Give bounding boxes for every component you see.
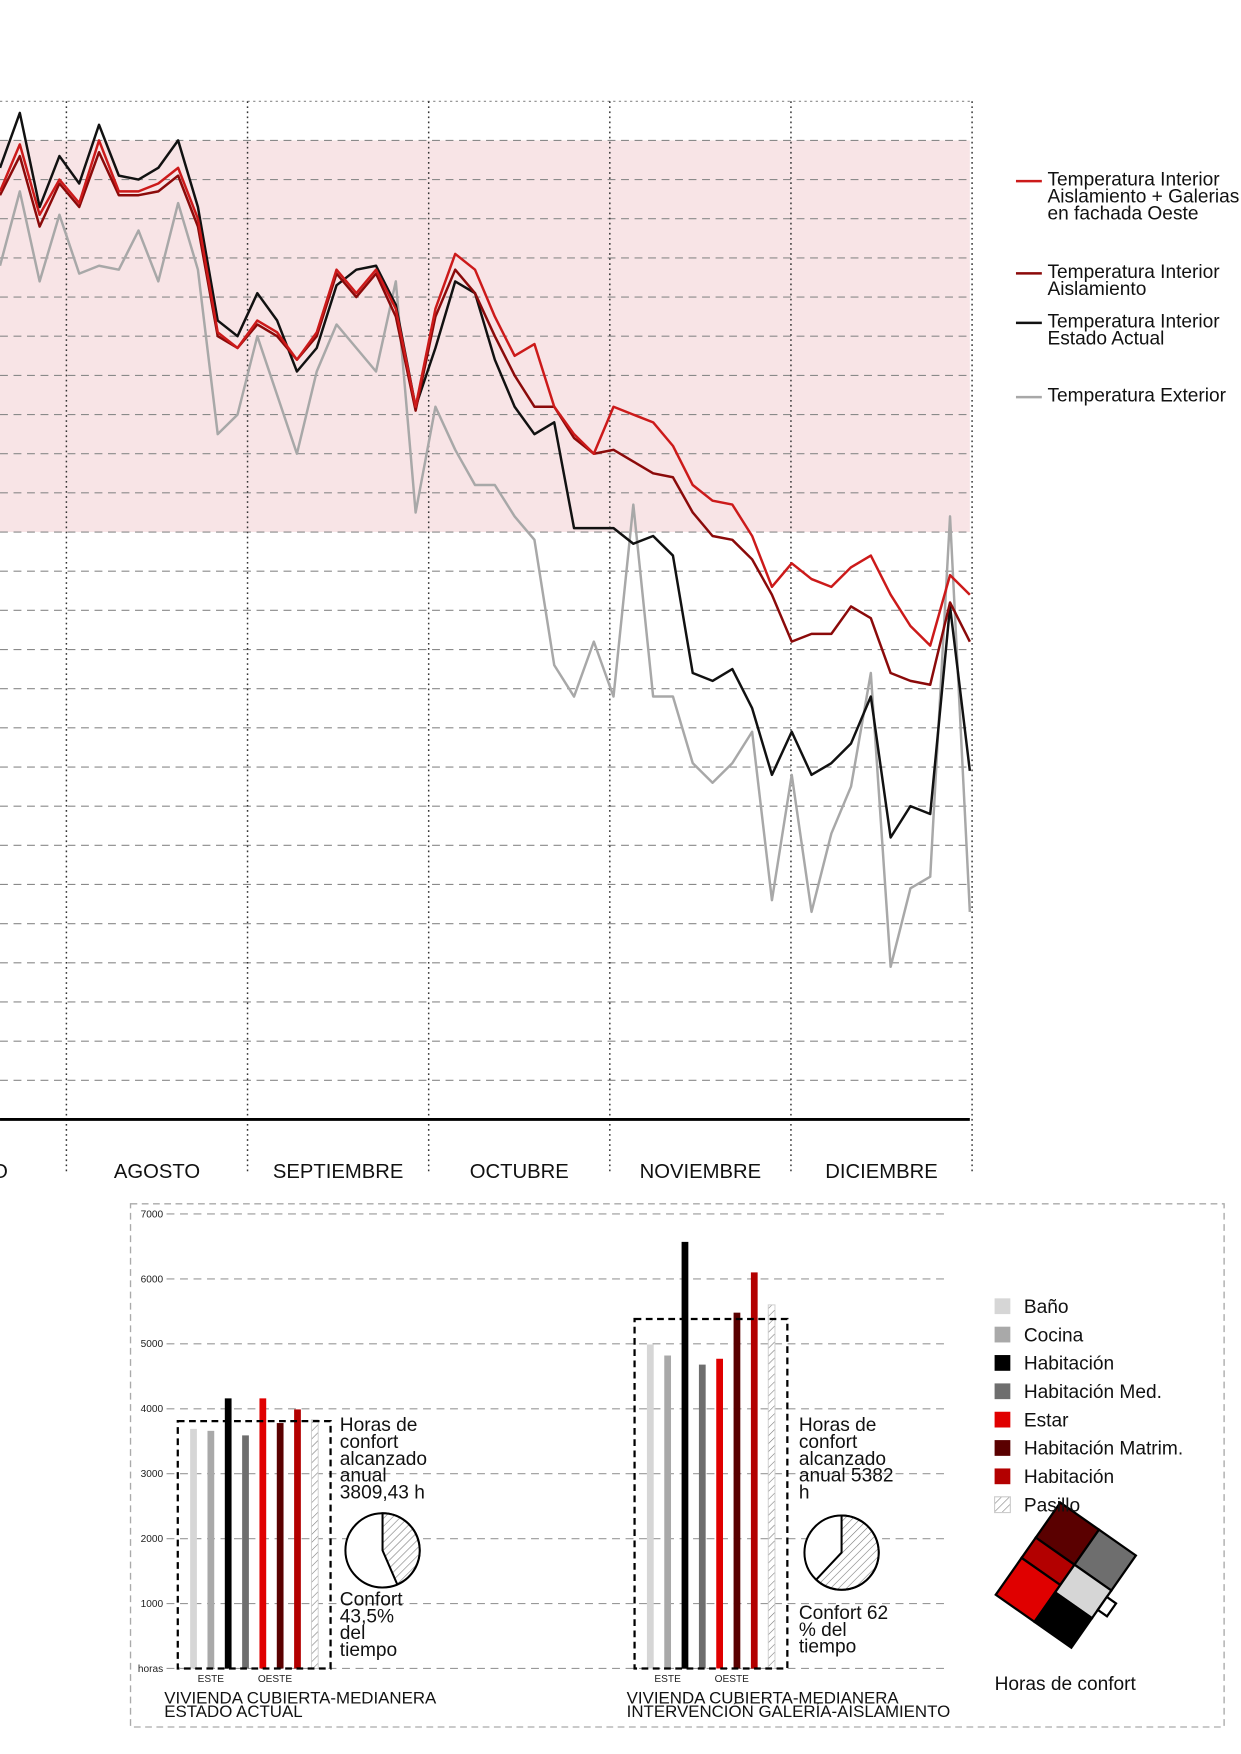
- comfort-hours-label: Horas de confort alcanzado anual 5382 h: [798, 1416, 894, 1504]
- line-chart: O AGOSTO SEPTIEMBRE OCTUBRE NOVIEMBRE DICIEMB…: [0, 100, 1240, 1183]
- group-sublabel: ESTE: [198, 1674, 225, 1685]
- pie-slice: [814, 1514, 880, 1591]
- group-title: INTERVENCIÓN GALERÍA-AISLAMIENTO: [627, 1702, 951, 1721]
- legend-label: Cocina: [1024, 1325, 1084, 1346]
- legend-swatch: [994, 1355, 1011, 1371]
- group-title: ESTADO ACTUAL: [164, 1702, 302, 1721]
- series-line: [0, 190, 972, 969]
- legend-swatch: [994, 1298, 1011, 1315]
- comfort-hours-label-box: Horas de confort alcanzado anual 5382 h: [798, 1416, 894, 1504]
- x-tick-label: SEPTIEMBRE: [273, 1161, 404, 1183]
- group-sublabel: OESTE: [258, 1674, 293, 1685]
- legend-label: Habitación: [1024, 1467, 1114, 1488]
- legend-swatch: [994, 1411, 1011, 1428]
- bar: [646, 1344, 654, 1669]
- legend-swatch: [994, 1496, 1011, 1514]
- legend-swatch: [994, 1468, 1011, 1485]
- pie-slice: [381, 1512, 421, 1586]
- bar: [294, 1409, 301, 1669]
- legend-label: Temperatura Exterior: [1047, 387, 1227, 407]
- x-tick-label: OCTUBRE: [470, 1161, 569, 1183]
- legend-label-box: Temperatura Interior Estado Actual: [1047, 312, 1220, 349]
- bar: [207, 1430, 215, 1669]
- bar: [716, 1358, 723, 1669]
- comfort-hours-box: [176, 1420, 332, 1670]
- y-tick-label: 2000: [141, 1534, 164, 1545]
- comfort-share-label: Confort 62 % del tiempo: [798, 1604, 889, 1658]
- y-tick-label: 6000: [141, 1274, 164, 1285]
- legend-label: Temperatura Interior Aislamiento: [1047, 263, 1220, 300]
- floor-plan-icon: [994, 1501, 1138, 1650]
- comfort-band: [0, 140, 970, 533]
- bar: [276, 1423, 284, 1669]
- bar: [242, 1435, 249, 1669]
- legend-label: Temperatura Interior Estado Actual: [1047, 312, 1220, 349]
- group-title: VIVIENDA CUBIERTA-MEDIANERA: [164, 1688, 437, 1707]
- legend-label-box: Temperatura Interior Aislamiento + Galer…: [1047, 171, 1240, 224]
- y-tick-label: 1000: [141, 1599, 164, 1610]
- group-title: VIVIENDA CUBIERTA-MEDIANERA: [627, 1688, 900, 1707]
- comfort-share-label-box: Confort 62 % del tiempo: [798, 1604, 889, 1658]
- caption: Horas de confort: [995, 1674, 1137, 1695]
- comfort-hours-label: Horas de confort alcanzado anual 3809,43…: [339, 1416, 428, 1504]
- comfort-share-label-box: Confort 43,5% del tiempo: [339, 1590, 403, 1661]
- x-tick-label: O: [0, 1161, 8, 1183]
- y-tick-label: horas: [138, 1664, 163, 1675]
- x-tick-label: DICIEMBRE: [825, 1161, 938, 1183]
- frame: [129, 1203, 1225, 1728]
- bar: [259, 1398, 267, 1669]
- legend-label: Pasillo: [1024, 1495, 1080, 1516]
- comfort-share-label: Confort 43,5% del tiempo: [339, 1590, 403, 1661]
- bar: [224, 1398, 232, 1669]
- series-line: [0, 150, 971, 686]
- group-sublabel: OESTE: [715, 1674, 750, 1685]
- legend-swatch: [994, 1383, 1011, 1400]
- bar: [681, 1241, 689, 1669]
- legend-swatch: [994, 1326, 1011, 1343]
- y-tick-label: 5000: [141, 1339, 164, 1350]
- legend-label-box: Temperatura Exterior: [1047, 387, 1227, 407]
- bar: [664, 1355, 672, 1669]
- legend-label-box: Temperatura Interior Aislamiento: [1047, 263, 1220, 300]
- x-tick-label: AGOSTO: [114, 1161, 200, 1183]
- y-tick-label: 4000: [141, 1404, 164, 1415]
- bar-chart: horas 1000 2000 3000 4000 5000 6000 7000 ESTE OES…: [129, 1203, 1225, 1728]
- x-tick-label: NOVIEMBRE: [640, 1161, 762, 1183]
- series-line: [0, 139, 971, 647]
- bar: [190, 1428, 197, 1669]
- legend-label: Habitación: [1024, 1354, 1114, 1375]
- comfort-hours-box: [633, 1317, 789, 1670]
- y-tick-label: 7000: [141, 1209, 164, 1220]
- comfort-hours-label-box: Horas de confort alcanzado anual 3809,43…: [339, 1416, 428, 1504]
- legend-label: Habitación Med.: [1024, 1382, 1162, 1403]
- bar: [750, 1272, 758, 1669]
- legend-swatch: [994, 1440, 1011, 1456]
- bar: [767, 1304, 776, 1669]
- legend-label: Baño: [1024, 1297, 1069, 1318]
- y-tick-label: 3000: [141, 1469, 164, 1480]
- bar: [698, 1364, 706, 1669]
- bar: [310, 1419, 319, 1669]
- series-line: [0, 111, 972, 839]
- bar: [733, 1312, 741, 1669]
- legend-label: Habitación Matrim.: [1024, 1439, 1183, 1460]
- group-sublabel: ESTE: [654, 1674, 681, 1685]
- legend-label: Estar: [1024, 1410, 1069, 1431]
- legend-label: Temperatura Interior Aislamiento + Galer…: [1047, 171, 1240, 224]
